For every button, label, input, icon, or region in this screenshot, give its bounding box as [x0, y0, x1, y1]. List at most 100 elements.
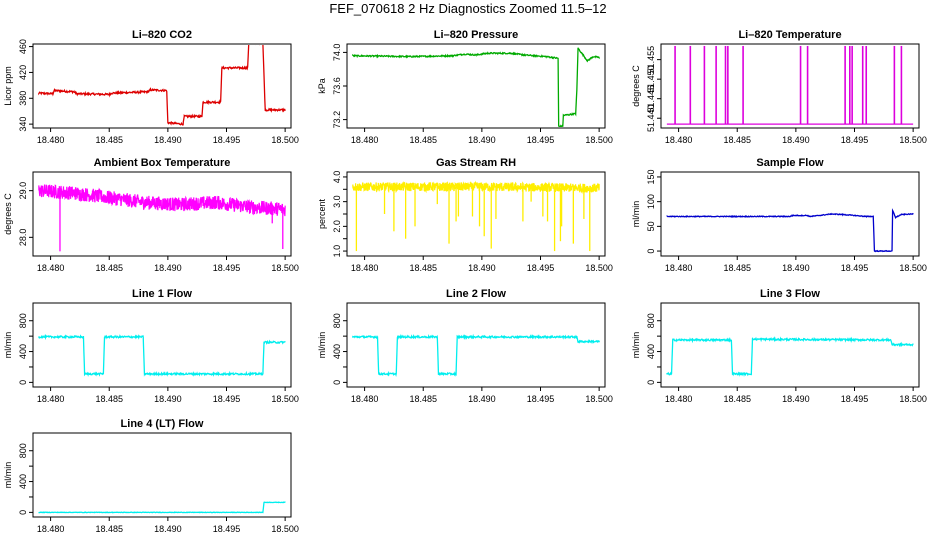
y-axis-label: degrees C [3, 193, 13, 235]
y-tick-label: 4.0 [332, 171, 342, 184]
y-tick-label: 3.0 [332, 195, 342, 208]
y-tick-label: 28.0 [18, 229, 28, 247]
data-area [666, 208, 914, 253]
plot-frame [32, 432, 292, 518]
y-tick-label: 29.0 [18, 182, 28, 200]
y-tick-label: 2.0 [332, 220, 342, 233]
x-tick-label: 18.485 [95, 135, 123, 145]
plot-frame [346, 302, 606, 388]
y-tick-label: 420 [18, 65, 28, 80]
chart-panel-1: Li–820 CO2 18.480 18.485 18.490 18.495 18.500… [3, 29, 299, 145]
y-axis-label: Licor ppm [3, 66, 13, 106]
x-tick-label: 18.480 [665, 135, 693, 145]
x-tick-label: 18.480 [37, 524, 65, 534]
x-tick-label: 18.500 [585, 394, 613, 404]
chart-title: Line 4 (LT) Flow [121, 418, 204, 430]
x-tick-label: 18.490 [154, 135, 182, 145]
data-area [38, 45, 286, 126]
series-line [38, 334, 286, 377]
x-tick-label: 18.500 [585, 263, 613, 273]
x-tick-label: 18.480 [37, 263, 65, 273]
chart-title: Li–820 Pressure [434, 29, 518, 41]
y-axis-label: ml/min [3, 332, 13, 359]
y-tick-label: 0 [18, 380, 28, 385]
y-tick-label: 150 [646, 169, 656, 184]
y-axis-label: ml/min [317, 332, 327, 359]
chart-title: Line 3 Flow [760, 288, 820, 300]
y-tick-label: 400 [646, 344, 656, 359]
chart-panel-9: Line 3 Flow 18.480 18.485 18.490 18.495 18.50… [631, 288, 927, 404]
x-tick-label: 18.495 [841, 394, 869, 404]
y-tick-label: 51.455 [646, 46, 656, 74]
series-line [38, 45, 286, 126]
x-tick-label: 18.495 [841, 263, 869, 273]
series-line [666, 208, 914, 253]
chart-title: Sample Flow [756, 157, 824, 169]
y-axis-label: ml/min [631, 201, 641, 228]
y-axis-label: ml/min [631, 332, 641, 359]
y-tick-label: 0 [332, 380, 342, 385]
x-tick-label: 18.495 [213, 263, 241, 273]
x-tick-label: 18.495 [527, 263, 555, 273]
plot-frame [32, 43, 292, 129]
plot-frame [660, 302, 920, 388]
x-tick-label: 18.485 [409, 135, 437, 145]
x-tick-label: 18.500 [899, 394, 927, 404]
y-tick-label: 460 [18, 39, 28, 54]
x-tick-label: 18.490 [468, 263, 496, 273]
y-axis-label: degrees C [631, 65, 641, 107]
figure-title: FEF_070618 2 Hz Diagnostics Zoomed 11.5–… [329, 1, 607, 16]
data-area [352, 180, 600, 252]
data-area [352, 333, 600, 377]
x-tick-label: 18.485 [95, 524, 123, 534]
x-tick-label: 18.500 [271, 524, 299, 534]
data-area [666, 336, 914, 377]
series-line [352, 47, 600, 127]
y-tick-label: 100 [646, 194, 656, 209]
x-tick-label: 18.480 [37, 394, 65, 404]
y-tick-label: 800 [646, 313, 656, 328]
data-area [38, 501, 286, 514]
y-tick-label: 0 [18, 510, 28, 515]
series-line [352, 180, 600, 194]
y-tick-label: 400 [332, 344, 342, 359]
y-tick-label: 0 [646, 380, 656, 385]
x-tick-label: 18.495 [213, 394, 241, 404]
plot-frame [32, 302, 292, 388]
chart-panel-8: Line 2 Flow 18.480 18.485 18.490 18.495 18.50… [317, 288, 613, 404]
y-axis-label: kPa [317, 78, 327, 94]
x-tick-label: 18.495 [841, 135, 869, 145]
plot-frame [660, 43, 920, 129]
x-tick-label: 18.500 [899, 135, 927, 145]
data-area [38, 334, 286, 377]
y-tick-label: 1.0 [332, 245, 342, 258]
x-tick-label: 18.480 [351, 263, 379, 273]
series-line [666, 336, 914, 377]
x-tick-label: 18.490 [154, 263, 182, 273]
y-axis-label: percent [317, 198, 327, 229]
y-tick-label: 380 [18, 91, 28, 106]
x-tick-label: 18.490 [782, 135, 810, 145]
y-tick-label: 50 [646, 221, 656, 231]
x-tick-label: 18.490 [468, 135, 496, 145]
series-line [38, 501, 286, 514]
x-tick-label: 18.485 [409, 394, 437, 404]
y-tick-label: 800 [332, 313, 342, 328]
y-tick-label: 340 [18, 117, 28, 132]
x-tick-label: 18.485 [723, 263, 751, 273]
x-tick-label: 18.485 [409, 263, 437, 273]
x-tick-label: 18.485 [723, 394, 751, 404]
data-area [666, 45, 914, 125]
x-tick-label: 18.495 [213, 135, 241, 145]
y-axis-label: ml/min [3, 462, 13, 489]
x-tick-label: 18.480 [37, 135, 65, 145]
chart-panel-5: Gas Stream RH 18.480 18.485 18.490 18.495 18.… [317, 157, 613, 273]
x-tick-label: 18.490 [154, 394, 182, 404]
x-tick-label: 18.485 [95, 394, 123, 404]
plot-frame [660, 171, 920, 257]
chart-title: Li–820 CO2 [132, 29, 192, 41]
y-tick-label: 51.440 [646, 104, 656, 132]
y-tick-label: 800 [18, 443, 28, 458]
y-tick-label: 51.445 [646, 85, 656, 113]
y-tick-label: 400 [18, 344, 28, 359]
